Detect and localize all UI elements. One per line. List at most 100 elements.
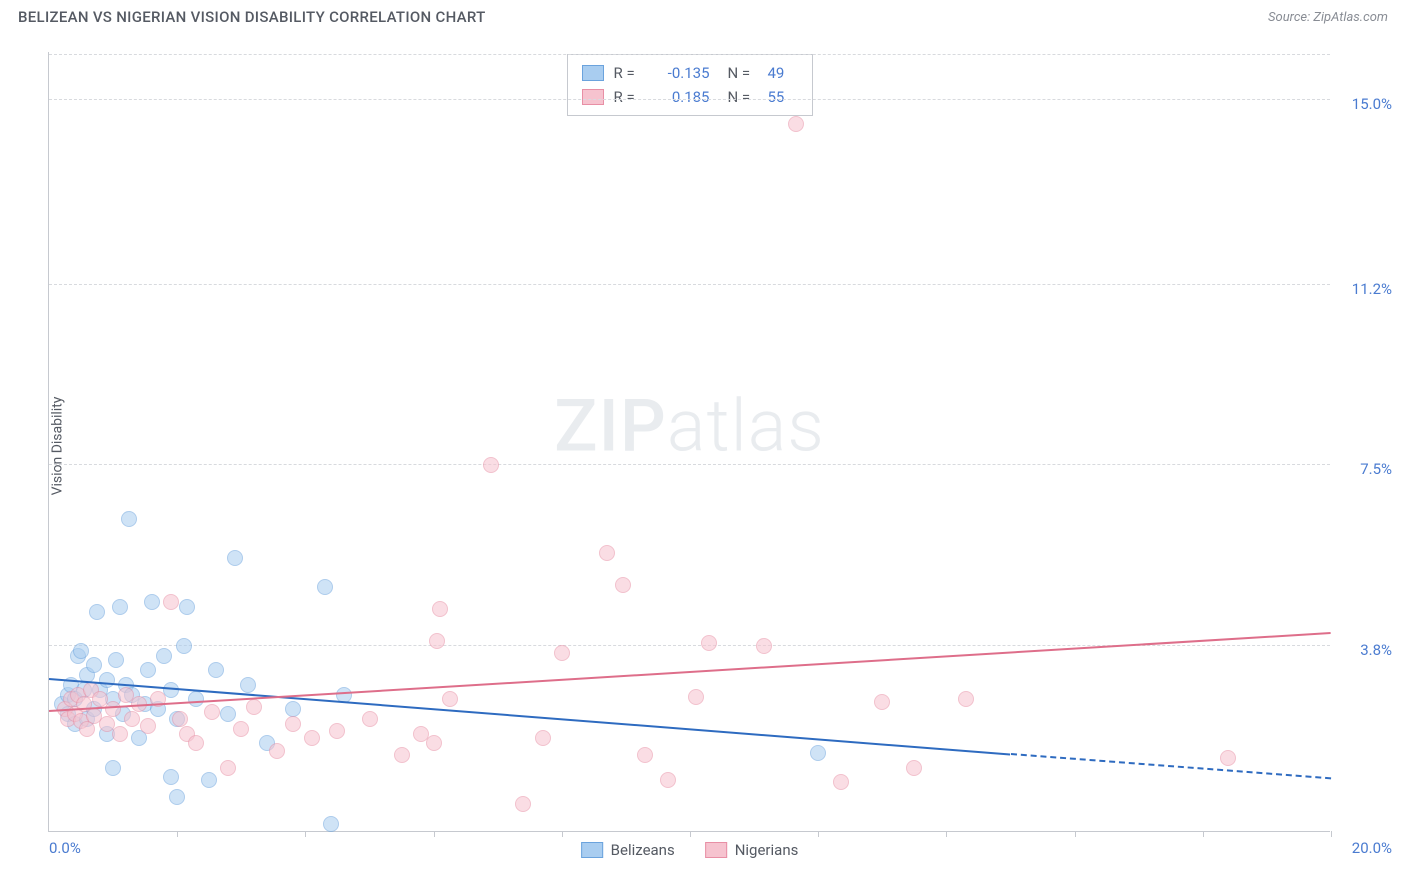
- data-point: [701, 635, 717, 651]
- data-point: [554, 645, 570, 661]
- data-point: [833, 774, 849, 790]
- data-point: [99, 672, 115, 688]
- data-point: [220, 706, 236, 722]
- data-point: [208, 662, 224, 678]
- scatter-chart: ZIPatlas R = -0.135 N = 49 R = 0.185 N =…: [48, 52, 1330, 832]
- data-point: [535, 730, 551, 746]
- data-point: [810, 745, 826, 761]
- data-point: [112, 726, 128, 742]
- n-label: N =: [728, 61, 758, 85]
- data-point: [89, 604, 105, 620]
- data-point: [188, 735, 204, 751]
- data-point: [220, 760, 236, 776]
- r-value-belizeans: -0.135: [654, 61, 710, 85]
- data-point: [172, 711, 188, 727]
- data-point: [169, 789, 185, 805]
- chart-title: BELIZEAN VS NIGERIAN VISION DISABILITY C…: [18, 8, 486, 26]
- data-point: [323, 816, 339, 832]
- xtick: [177, 831, 178, 837]
- series-legend: Belizeans Nigerians: [581, 841, 799, 859]
- ytick-label: 15.0%: [1336, 95, 1392, 113]
- xtick: [1075, 831, 1076, 837]
- data-point: [429, 633, 445, 649]
- data-point: [163, 769, 179, 785]
- data-point: [426, 735, 442, 751]
- data-point: [140, 718, 156, 734]
- xtick: [818, 831, 819, 837]
- ytick-label: 7.5%: [1336, 460, 1392, 478]
- data-point: [105, 760, 121, 776]
- n-value-nigerians: 55: [768, 85, 798, 109]
- legend-label: Nigerians: [735, 841, 799, 859]
- data-point: [105, 701, 121, 717]
- ytick-label: 3.8%: [1336, 641, 1392, 659]
- swatch-belizeans: [582, 65, 604, 81]
- data-point: [121, 511, 137, 527]
- swatch-belizeans: [581, 842, 603, 858]
- data-point: [874, 694, 890, 710]
- data-point: [201, 772, 217, 788]
- xtick: [434, 831, 435, 837]
- grid-line: [49, 464, 1330, 465]
- data-point: [756, 638, 772, 654]
- r-label: R =: [614, 61, 644, 85]
- regression-line: [1010, 753, 1331, 779]
- data-point: [688, 689, 704, 705]
- data-point: [615, 577, 631, 593]
- correlation-legend: R = -0.135 N = 49 R = 0.185 N = 55: [567, 54, 813, 116]
- data-point: [73, 643, 89, 659]
- xtick: [305, 831, 306, 837]
- data-point: [86, 657, 102, 673]
- data-point: [788, 116, 804, 132]
- data-point: [227, 550, 243, 566]
- legend-item-nigerians: Nigerians: [705, 841, 799, 859]
- data-point: [515, 796, 531, 812]
- data-point: [233, 721, 249, 737]
- data-point: [362, 711, 378, 727]
- xtick: [1331, 831, 1332, 837]
- xtick: [690, 831, 691, 837]
- data-point: [269, 743, 285, 759]
- legend-row-belizeans: R = -0.135 N = 49: [582, 61, 798, 85]
- xtick: [562, 831, 563, 837]
- data-point: [144, 594, 160, 610]
- data-point: [1220, 750, 1236, 766]
- grid-line: [49, 284, 1330, 285]
- data-point: [394, 747, 410, 763]
- data-point: [483, 457, 499, 473]
- swatch-nigerians: [705, 842, 727, 858]
- data-point: [112, 599, 128, 615]
- data-point: [176, 638, 192, 654]
- data-point: [124, 711, 140, 727]
- legend-label: Belizeans: [611, 841, 675, 859]
- source-attribution: Source: ZipAtlas.com: [1268, 10, 1388, 25]
- data-point: [958, 691, 974, 707]
- ytick-label: 11.2%: [1336, 280, 1392, 298]
- r-value-nigerians: 0.185: [654, 85, 710, 109]
- data-point: [285, 716, 301, 732]
- r-label: R =: [614, 85, 644, 109]
- data-point: [140, 662, 156, 678]
- data-point: [246, 699, 262, 715]
- legend-item-belizeans: Belizeans: [581, 841, 675, 859]
- n-value-belizeans: 49: [768, 61, 798, 85]
- watermark: ZIPatlas: [554, 383, 825, 468]
- data-point: [432, 601, 448, 617]
- data-point: [179, 599, 195, 615]
- data-point: [660, 772, 676, 788]
- data-point: [329, 723, 345, 739]
- x-axis-max-label: 20.0%: [1336, 839, 1392, 857]
- data-point: [156, 648, 172, 664]
- grid-line: [49, 99, 1330, 100]
- data-point: [442, 691, 458, 707]
- x-axis-min-label: 0.0%: [49, 839, 81, 857]
- data-point: [285, 701, 301, 717]
- data-point: [188, 691, 204, 707]
- grid-line: [49, 54, 1330, 55]
- data-point: [163, 594, 179, 610]
- data-point: [599, 545, 615, 561]
- data-point: [906, 760, 922, 776]
- data-point: [304, 730, 320, 746]
- data-point: [317, 579, 333, 595]
- n-label: N =: [728, 85, 758, 109]
